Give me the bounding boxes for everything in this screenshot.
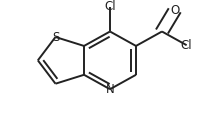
Text: Cl: Cl <box>104 0 116 13</box>
Text: O: O <box>170 4 179 17</box>
Text: S: S <box>52 30 59 44</box>
Text: N: N <box>106 83 114 96</box>
Text: Cl: Cl <box>181 39 192 52</box>
